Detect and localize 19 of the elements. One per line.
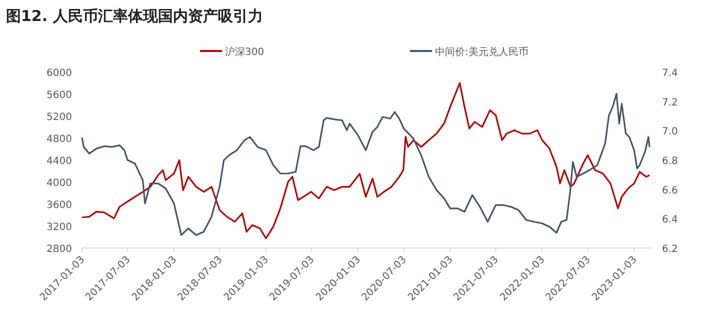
y-tick-label: 3200 [46, 222, 72, 233]
legend-label: 中间价:美元兑人民币 [435, 46, 528, 58]
y-tick-label: 6000 [46, 68, 72, 79]
y2-tick-label: 6.8 [662, 156, 678, 167]
y2-tick-label: 6.4 [662, 214, 678, 226]
y2-tick-label: 7.4 [662, 68, 678, 79]
y-tick-label: 4000 [46, 178, 72, 189]
y-tick-label: 3600 [46, 200, 72, 211]
y-tick-label: 4400 [46, 156, 72, 167]
y-tick-label: 2800 [46, 244, 72, 255]
legend-label: 沪深300 [225, 46, 264, 58]
y2-tick-label: 7.0 [662, 126, 678, 138]
chart-title: 图12. 人民币汇率体现国内资产吸引力 [6, 7, 263, 25]
y-tick-label: 5600 [46, 90, 72, 101]
y2-tick-label: 7.2 [662, 97, 678, 108]
y2-tick-label: 6.6 [662, 185, 678, 196]
y-tick-label: 4800 [46, 134, 72, 145]
y-tick-label: 5200 [46, 112, 72, 123]
y2-tick-label: 6.2 [662, 244, 678, 255]
